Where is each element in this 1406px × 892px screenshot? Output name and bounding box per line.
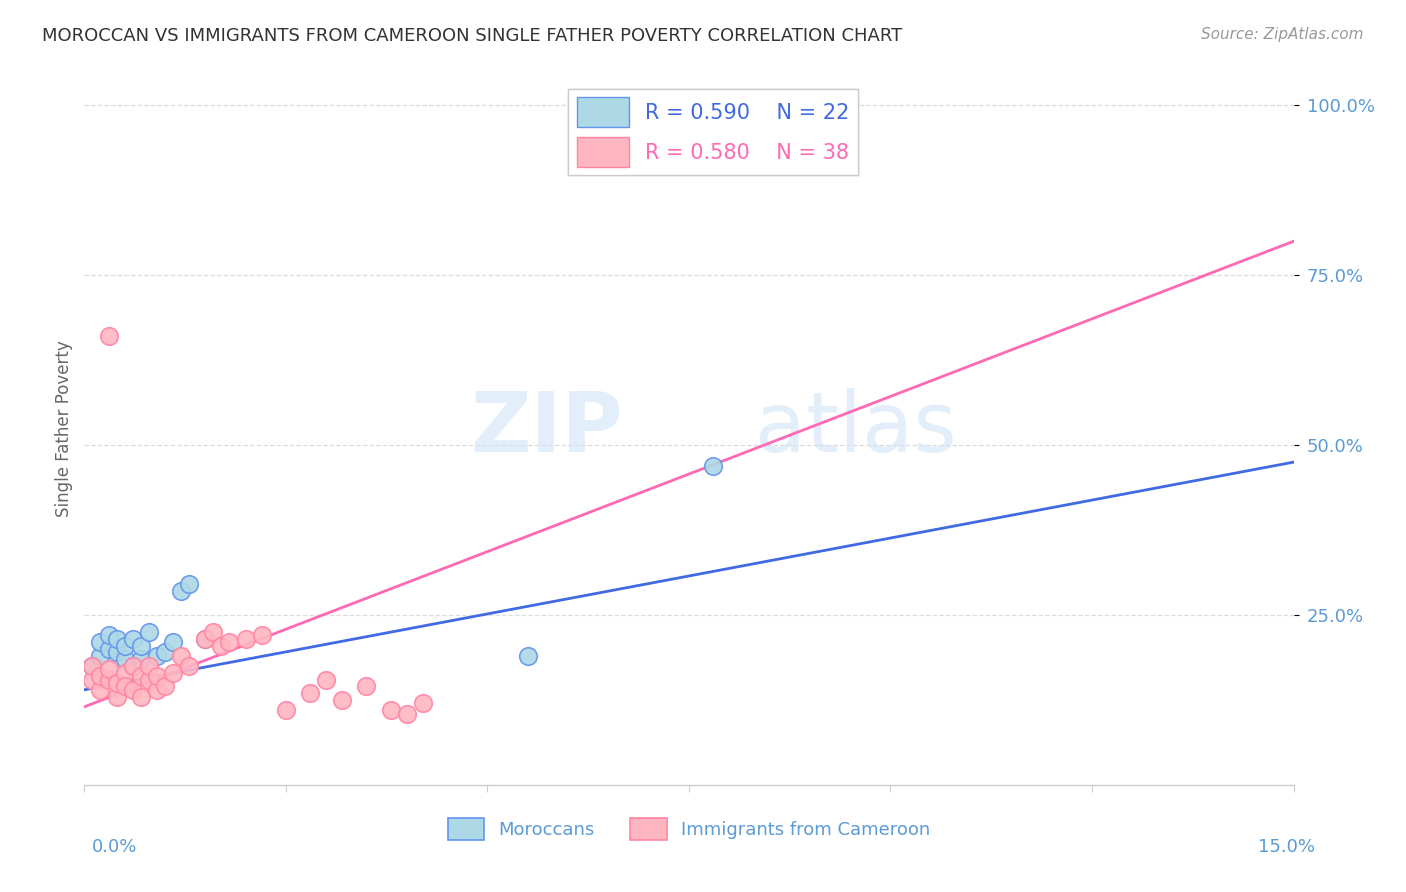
Point [97,329,120,343]
Point [162,635,184,649]
Point [138,673,160,687]
Point [330,693,353,707]
Point [121,659,143,673]
Point [97,628,120,642]
Point [250,628,273,642]
Text: 0.0%: 0.0% [91,838,136,856]
Point [138,625,160,640]
Point [105,645,128,659]
Y-axis label: Single Father Poverty: Single Father Poverty [55,340,73,516]
Point [146,682,169,697]
Point [179,577,201,591]
Point [380,703,402,717]
Point [299,686,322,700]
Point [395,706,418,721]
Text: Source: ZipAtlas.com: Source: ZipAtlas.com [1201,27,1364,42]
Point [153,680,176,694]
Point [516,648,538,663]
Point [89,682,111,697]
Text: 15.0%: 15.0% [1257,838,1315,856]
Point [129,669,152,683]
Point [105,632,128,646]
Point [129,639,152,653]
Point [105,690,128,704]
Point [218,635,240,649]
Point [105,676,128,690]
Point [170,648,193,663]
Point [121,682,143,697]
Point [114,665,136,680]
Point [315,673,337,687]
Point [129,652,152,666]
Point [82,673,104,687]
Point [121,632,143,646]
Point [114,652,136,666]
Point [89,648,111,663]
Point [799,98,821,112]
Point [121,659,143,673]
Point [82,659,104,673]
Text: atlas: atlas [755,388,957,468]
Point [114,639,136,653]
Point [412,697,434,711]
Point [202,625,225,640]
Point [179,659,201,673]
Point [89,669,111,683]
Legend: R = 0.590    N = 22, R = 0.580    N = 38: R = 0.590 N = 22, R = 0.580 N = 38 [568,89,858,175]
Point [97,673,120,687]
Point [209,639,232,653]
Point [194,632,217,646]
Point [702,458,724,473]
Point [356,680,378,694]
Point [170,584,193,599]
Point [153,645,176,659]
Point [146,648,169,663]
Point [82,659,104,673]
Point [89,635,111,649]
Point [97,642,120,657]
Text: MOROCCAN VS IMMIGRANTS FROM CAMEROON SINGLE FATHER POVERTY CORRELATION CHART: MOROCCAN VS IMMIGRANTS FROM CAMEROON SIN… [42,27,903,45]
Point [129,690,152,704]
Point [162,665,184,680]
Point [138,659,160,673]
Text: ZIP: ZIP [470,388,623,468]
Point [97,662,120,676]
Point [235,632,257,646]
Point [274,703,297,717]
Point [114,680,136,694]
Point [194,632,217,646]
Point [146,669,169,683]
